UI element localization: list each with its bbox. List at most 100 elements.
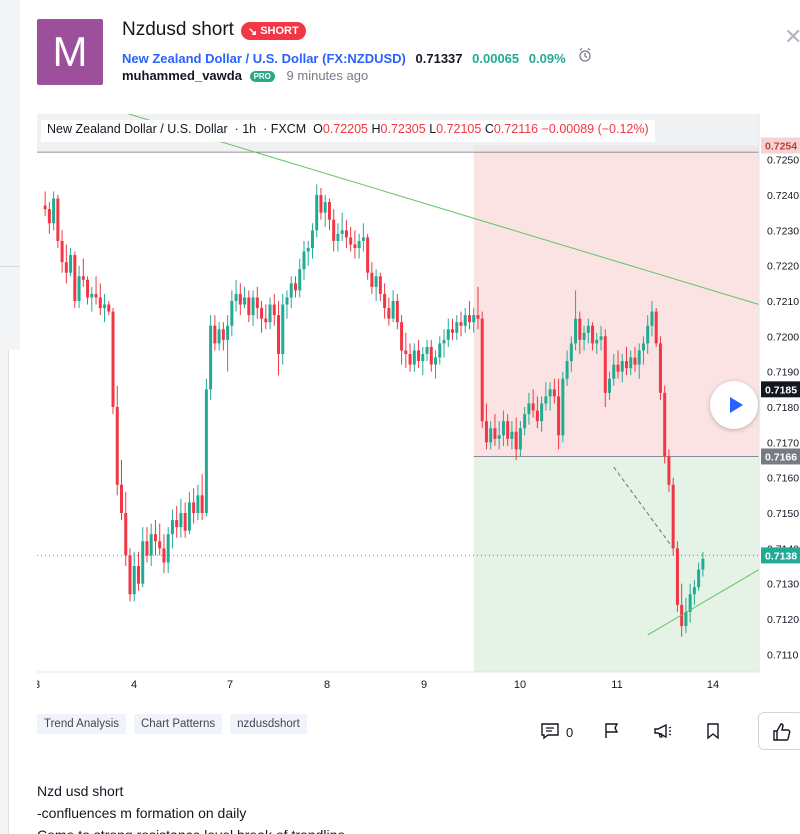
candle <box>162 534 166 574</box>
candle <box>247 290 251 323</box>
symbol-code[interactable]: (FX:NZDUSD) <box>322 51 406 66</box>
candle <box>204 378 208 517</box>
candle <box>86 276 90 305</box>
candle <box>289 276 293 309</box>
take-profit-zone <box>473 456 759 672</box>
candle <box>374 269 378 301</box>
price-label: 0.7138 <box>765 550 797 562</box>
candle <box>412 343 416 372</box>
legend-interval: 1h <box>242 122 257 136</box>
candle <box>497 421 501 450</box>
candle <box>484 403 488 450</box>
candle <box>73 251 77 309</box>
candle <box>230 290 234 337</box>
like-button[interactable] <box>758 712 800 750</box>
candle <box>646 315 650 354</box>
play-button[interactable] <box>710 381 758 429</box>
candle <box>323 195 327 227</box>
candle <box>370 262 374 294</box>
candle <box>408 343 412 372</box>
candle <box>366 233 370 280</box>
tag-trend-analysis[interactable]: Trend Analysis <box>37 714 126 734</box>
candle <box>272 293 276 326</box>
close-icon[interactable]: ✕ <box>784 24 800 49</box>
legend-o-label: O <box>313 122 323 136</box>
price-axis <box>759 114 800 694</box>
candle <box>527 392 531 425</box>
candle <box>391 290 395 323</box>
idea-card: M Nzdusd short ↘ SHORT New Zealand Dolla… <box>20 0 800 834</box>
symbol-name[interactable]: New Zealand Dollar / U.S. Dollar <box>122 51 319 66</box>
pro-badge: PRO <box>249 71 275 82</box>
legend-c-label: C <box>484 122 494 136</box>
bookmark-button[interactable] <box>705 722 721 743</box>
legend-change: −0.00089 (−0.12%) <box>541 122 649 136</box>
symbol-price: 0.71337 <box>415 51 463 66</box>
candle <box>115 385 119 496</box>
y-tick-label: 0.7200 <box>767 331 799 343</box>
idea-avatar[interactable]: M <box>37 19 103 85</box>
share-button[interactable] <box>653 722 673 743</box>
support-trendline <box>647 569 760 636</box>
candle <box>476 286 480 330</box>
candle <box>544 382 548 411</box>
candle <box>434 350 438 379</box>
candle <box>336 223 340 252</box>
candle <box>213 315 217 351</box>
candle <box>641 336 645 365</box>
candle <box>98 283 102 316</box>
legend-high: 0.72305 <box>380 122 426 136</box>
y-tick-label: 0.7130 <box>767 579 799 591</box>
candle <box>650 301 654 337</box>
candle <box>612 354 616 386</box>
price-label-box <box>761 448 800 465</box>
candle <box>221 322 225 351</box>
legend-exchange: FXCM <box>270 122 307 136</box>
action-bar: 0 <box>540 714 721 750</box>
candle <box>124 491 128 566</box>
divider <box>0 266 20 267</box>
candle <box>514 417 518 460</box>
candle <box>467 301 471 330</box>
symbol-change-percent: 0.09% <box>528 51 566 66</box>
candle <box>493 414 497 446</box>
symbol-link[interactable]: New Zealand Dollar / U.S. Dollar (FX:NZD… <box>122 51 406 66</box>
flag-button[interactable] <box>603 722 621 743</box>
candle <box>510 421 514 450</box>
candle <box>166 527 170 574</box>
tag-nzdusdshort[interactable]: nzdusdshort <box>230 714 307 734</box>
candle <box>552 378 556 404</box>
short-badge-label: SHORT <box>260 25 299 37</box>
author-name[interactable]: muhammed_vawda <box>122 68 242 83</box>
candle <box>107 301 111 316</box>
candle <box>658 336 662 400</box>
legend-h-label: H <box>371 122 381 136</box>
candle <box>459 311 463 337</box>
alarm-clock-icon[interactable] <box>577 47 593 66</box>
chart-area[interactable]: 0.7250 0.7240 0.7230 0.7220 0.7210 0.7200 0.71… <box>37 114 800 694</box>
candle <box>561 371 565 443</box>
candle <box>557 378 561 450</box>
candle <box>52 191 56 231</box>
candle <box>310 223 314 259</box>
candle <box>77 265 81 309</box>
candle <box>442 329 446 358</box>
candle <box>293 276 297 298</box>
comments-button[interactable]: 0 <box>540 722 573 743</box>
candle <box>506 414 510 446</box>
candle <box>387 297 391 326</box>
candle <box>132 551 136 602</box>
x-tick-label: 8 <box>324 679 330 691</box>
candle <box>255 286 259 319</box>
candle <box>260 301 264 333</box>
candle <box>535 396 539 429</box>
candle <box>234 279 238 312</box>
flag-icon <box>603 722 621 743</box>
tag-chart-patterns[interactable]: Chart Patterns <box>134 714 223 734</box>
candle <box>663 385 667 464</box>
price-label-box <box>761 137 800 154</box>
candle <box>620 354 624 383</box>
legend-symbol: New Zealand Dollar / U.S. Dollar <box>47 122 228 136</box>
price-chart[interactable]: 0.7250 0.7240 0.7230 0.7220 0.7210 0.7200 0.71… <box>37 114 800 694</box>
candle <box>540 396 544 432</box>
